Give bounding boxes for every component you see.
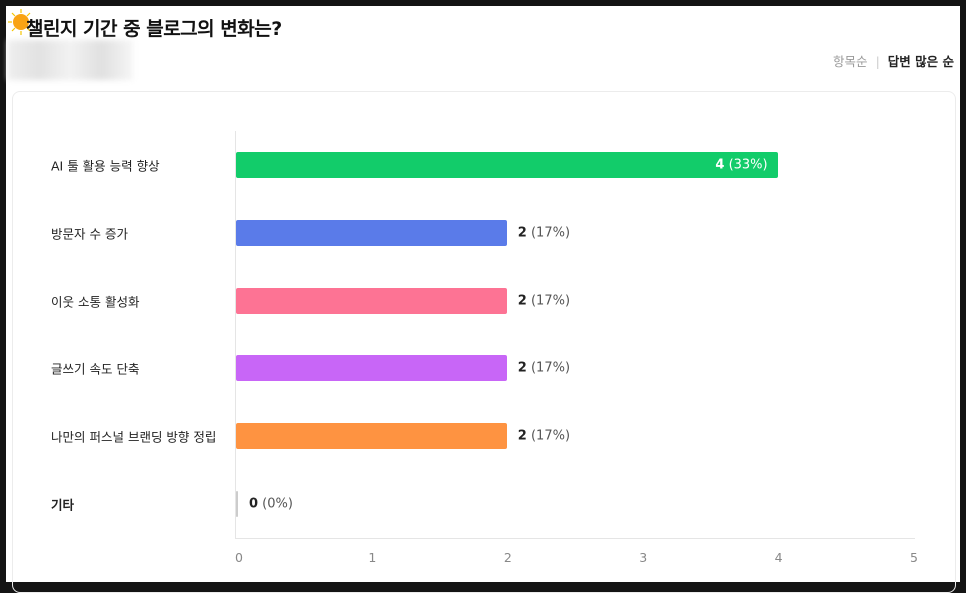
question-title: 챌린지 기간 중 블로그의 변화는? (26, 18, 282, 40)
data-label: 2 (17%) (517, 293, 571, 309)
data-label: 4 (33%) (715, 157, 768, 173)
data-label: 2 (17%) (517, 428, 571, 444)
bar (236, 423, 507, 450)
category-label: 기타 (51, 497, 75, 513)
x-tick-label: 4 (774, 550, 783, 565)
x-tick-label: 0 (235, 550, 243, 565)
bar (236, 355, 507, 382)
y-axis-line (235, 131, 236, 538)
x-tick-label: 3 (639, 550, 648, 565)
category-label: 나만의 퍼스널 브랜딩 방향 정립 (51, 429, 217, 445)
x-tick-label: 5 (910, 550, 918, 565)
blurred-author-info (8, 40, 133, 80)
x-tick-label: 2 (503, 550, 512, 565)
sun-emoji-icon (8, 9, 34, 35)
category-label: 글쓰기 속도 단축 (51, 361, 140, 377)
sort-by-most-answers[interactable]: 답변 많은 순 (887, 54, 954, 69)
data-label: 2 (17%) (517, 360, 571, 376)
x-tick-label: 1 (368, 550, 377, 565)
data-label: 2 (17%) (517, 225, 571, 241)
sort-by-item-order[interactable]: 항목순 (833, 54, 868, 69)
bar (236, 219, 507, 246)
sort-options: 항목순 | 답변 많은 순 (833, 51, 954, 70)
bar (236, 287, 507, 314)
x-axis-line (235, 538, 915, 539)
category-label: 방문자 수 증가 (51, 226, 128, 242)
bar (236, 491, 238, 517)
divider: | (875, 54, 880, 69)
bar (236, 152, 778, 178)
category-label: 이웃 소통 활성화 (51, 294, 140, 310)
data-label: 0 (0%) (249, 496, 293, 512)
category-label: AI 툴 활용 능력 향상 (51, 158, 160, 174)
